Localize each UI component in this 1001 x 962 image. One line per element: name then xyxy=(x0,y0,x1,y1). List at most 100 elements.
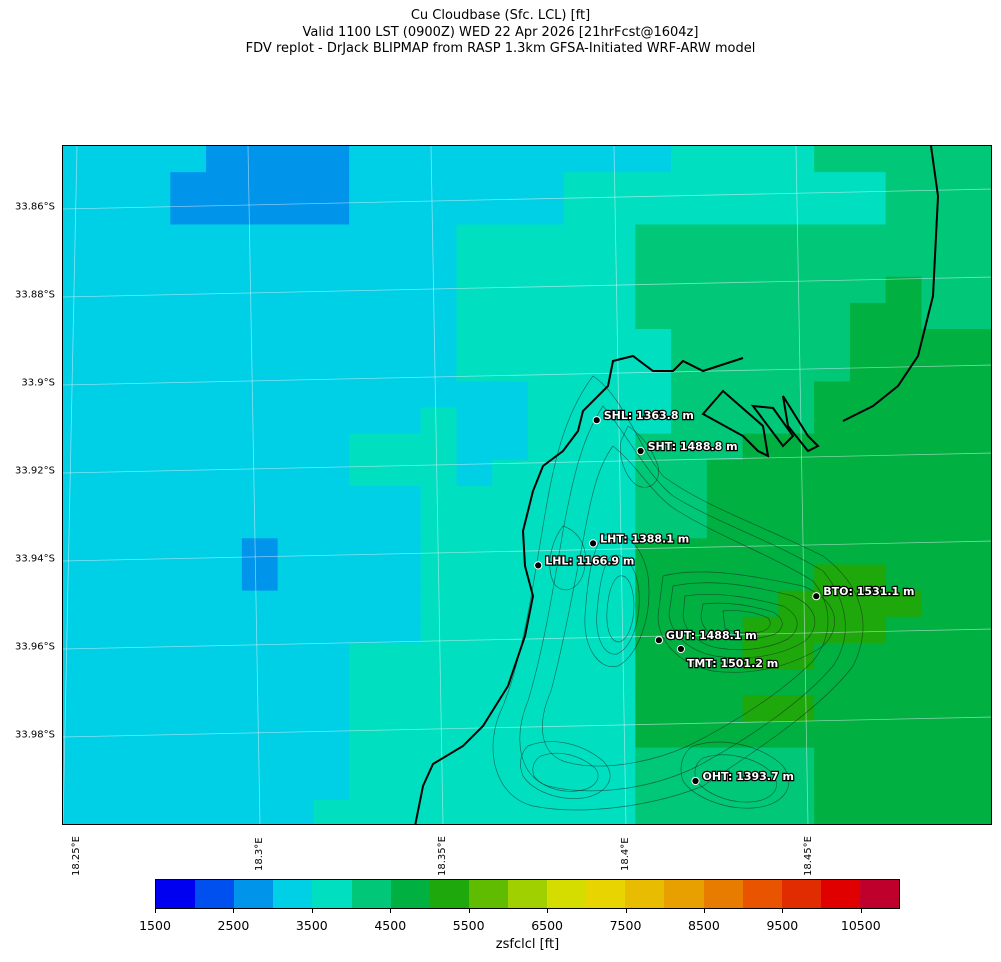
grid-cell xyxy=(492,669,529,696)
grid-cell xyxy=(313,329,350,356)
grid-cell xyxy=(98,590,136,618)
station-marker[interactable] xyxy=(812,592,821,601)
grid-cell xyxy=(492,224,529,252)
grid-cell xyxy=(98,355,136,382)
station-sht[interactable]: SHT: 1488.8 m xyxy=(636,439,739,456)
grid-cell xyxy=(349,302,386,330)
grid-cell xyxy=(349,747,386,775)
grid-cell xyxy=(849,773,887,801)
grid-cell xyxy=(134,773,171,801)
grid-cell xyxy=(706,459,744,487)
cloudbase-map[interactable]: SHL: 1363.8 m SHT: 1488.8 m LHT: 1388.1 m L… xyxy=(62,145,992,825)
grid-cell xyxy=(528,642,565,670)
grid-cell xyxy=(849,695,887,722)
grid-cell xyxy=(134,381,171,409)
grid-cell xyxy=(599,773,636,801)
lat-label: 33.96°S xyxy=(15,641,55,653)
grid-cell xyxy=(742,355,779,382)
colorbar-tick-label: 9500 xyxy=(766,918,799,933)
grid-cell xyxy=(420,381,458,409)
grid-cell xyxy=(134,590,171,618)
station-oht[interactable]: OHT: 1393.7 m xyxy=(691,769,795,786)
grid-cell xyxy=(277,773,314,801)
grid-cell xyxy=(921,486,958,513)
colorbar-tick-label: 8500 xyxy=(688,918,720,933)
grid-cell xyxy=(456,329,493,356)
grid-cell xyxy=(456,381,493,409)
colorbar-tick-mark xyxy=(233,909,235,913)
grid-cell xyxy=(814,381,851,409)
lat-line xyxy=(63,540,991,562)
colorbar-swatch xyxy=(742,880,782,908)
grid-cell xyxy=(563,146,601,173)
grid-cell xyxy=(599,146,636,173)
grid-cell xyxy=(957,564,991,592)
terrain-contours xyxy=(492,375,864,811)
grid-cell xyxy=(921,146,958,173)
grid-cell xyxy=(63,224,100,252)
grid-cell xyxy=(349,433,386,461)
grid-cell xyxy=(885,799,923,824)
grid-cell xyxy=(456,642,493,670)
grid-cell xyxy=(384,198,422,226)
station-label: LHL: 1166.9 m xyxy=(545,554,634,567)
grid-cell xyxy=(778,799,815,824)
grid-cell xyxy=(528,198,565,226)
grid-cell xyxy=(420,172,458,199)
grid-cell xyxy=(420,695,458,722)
station-gut[interactable]: GUT: 1488.1 m xyxy=(654,628,758,645)
station-lhl[interactable]: LHL: 1166.9 m xyxy=(534,553,636,570)
grid-cell xyxy=(349,146,386,173)
lat-line xyxy=(63,276,991,298)
station-marker[interactable] xyxy=(676,644,686,654)
station-marker[interactable] xyxy=(589,539,598,548)
grid-cell xyxy=(635,747,672,775)
grid-cell xyxy=(384,512,422,539)
grid-cell xyxy=(742,695,779,722)
grid-cell xyxy=(170,564,207,592)
grid-cell xyxy=(170,355,207,382)
grid-cell xyxy=(599,721,636,749)
grid-cell xyxy=(277,642,314,670)
grid-cell xyxy=(814,773,851,801)
grid-cell xyxy=(957,616,991,644)
grid-cell xyxy=(277,616,314,644)
grid-cell xyxy=(563,695,601,722)
station-marker[interactable] xyxy=(636,446,645,456)
grid-cell xyxy=(885,721,923,749)
grid-cell xyxy=(277,747,314,775)
grid-cell xyxy=(849,433,887,461)
station-bto[interactable]: BTO: 1531.1 m xyxy=(812,584,916,601)
colorbar-tick-label: 1500 xyxy=(139,918,171,933)
grid-cell xyxy=(528,695,565,722)
grid-cell xyxy=(706,198,744,226)
station-marker[interactable] xyxy=(691,776,700,786)
colorbar-tick-mark xyxy=(468,909,470,913)
station-marker[interactable] xyxy=(654,636,664,645)
grid-cell xyxy=(563,276,601,304)
station-tmt[interactable]: TMT: 1501.2 m xyxy=(676,644,779,671)
grid-cell xyxy=(420,329,458,356)
grid-cell xyxy=(492,747,529,775)
grid-cell xyxy=(384,433,422,461)
grid-cell xyxy=(241,459,279,487)
grid-cell xyxy=(170,302,207,330)
grid-cell xyxy=(885,669,923,696)
station-marker[interactable] xyxy=(592,416,601,425)
grid-cell xyxy=(349,224,386,252)
grid-cell xyxy=(456,590,493,618)
grid-cell xyxy=(241,407,279,435)
grid-cell xyxy=(635,538,672,566)
grid-cell xyxy=(957,172,991,199)
station-lht[interactable]: LHT: 1388.1 m xyxy=(589,531,690,548)
grid-cell xyxy=(814,459,851,487)
grid-cell xyxy=(599,224,636,252)
grid-cell xyxy=(563,616,601,644)
grid-cell xyxy=(384,172,422,199)
grid-cell xyxy=(134,459,171,487)
grid-cell xyxy=(563,747,601,775)
station-marker[interactable] xyxy=(534,561,543,570)
station-shl[interactable]: SHL: 1363.8 m xyxy=(592,408,695,425)
colorbar-tick-mark xyxy=(703,909,705,913)
grid-cell xyxy=(63,773,100,801)
